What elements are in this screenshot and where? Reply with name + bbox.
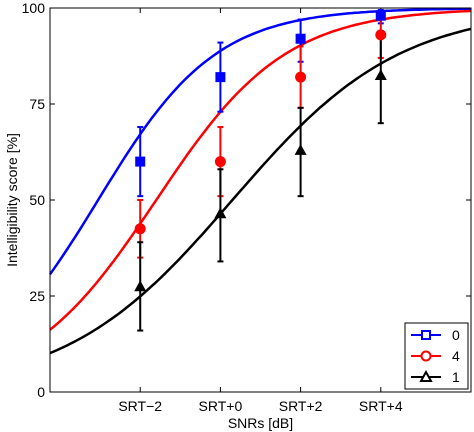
x-tick-label: SRT+0 — [199, 398, 243, 414]
legend-entry-1: 1 — [411, 369, 460, 385]
data-point-0 — [135, 156, 146, 167]
data-point-1 — [214, 207, 227, 219]
data-point-0 — [295, 33, 306, 44]
plot-area: SRT−2 SRT+0 SRT+2 SRT+4 0 25 50 75 100 — [22, 0, 472, 414]
legend-marker — [421, 330, 431, 340]
data-point-4 — [134, 223, 146, 235]
x-tick-label: SRT−2 — [118, 398, 162, 414]
data-point-1 — [374, 69, 387, 80]
y-tick-label: 50 — [29, 192, 45, 208]
legend-label: 1 — [452, 369, 460, 385]
series-line-4 — [49, 9, 472, 331]
data-point-1 — [294, 144, 307, 155]
legend-label: 0 — [452, 327, 460, 343]
x-axis-label: SNRs [dB] — [228, 415, 293, 431]
data-point-4 — [295, 71, 307, 83]
y-axis-ticks: 0 25 50 75 100 — [22, 0, 471, 400]
y-tick-label: 25 — [29, 288, 45, 304]
y-axis-label: Intelligibility score [%] — [4, 133, 20, 267]
data-point-1 — [134, 280, 147, 292]
legend-label: 4 — [452, 348, 460, 364]
y-tick-label: 100 — [22, 0, 46, 16]
legend-marker — [420, 350, 432, 362]
x-tick-label: SRT+4 — [359, 398, 403, 414]
series-line-1 — [49, 27, 472, 355]
plot-frame — [49, 7, 472, 393]
legend: 0 4 1 — [404, 322, 469, 390]
data-markers — [134, 10, 387, 292]
legend-entry-0: 0 — [411, 327, 460, 343]
data-point-4 — [214, 156, 226, 168]
data-point-0 — [215, 72, 226, 83]
error-bars — [137, 8, 384, 332]
data-point-0 — [375, 10, 386, 21]
x-axis-ticks: SRT−2 SRT+0 SRT+2 SRT+4 — [118, 8, 403, 414]
y-tick-label: 0 — [37, 384, 45, 400]
series-line-0 — [48, 7, 471, 276]
y-tick-label: 75 — [29, 96, 45, 112]
fit-curves — [48, 7, 472, 355]
legend-entry-4: 4 — [411, 348, 460, 364]
x-tick-label: SRT+2 — [279, 398, 323, 414]
legend-marker — [419, 369, 433, 382]
data-point-4 — [375, 29, 387, 41]
